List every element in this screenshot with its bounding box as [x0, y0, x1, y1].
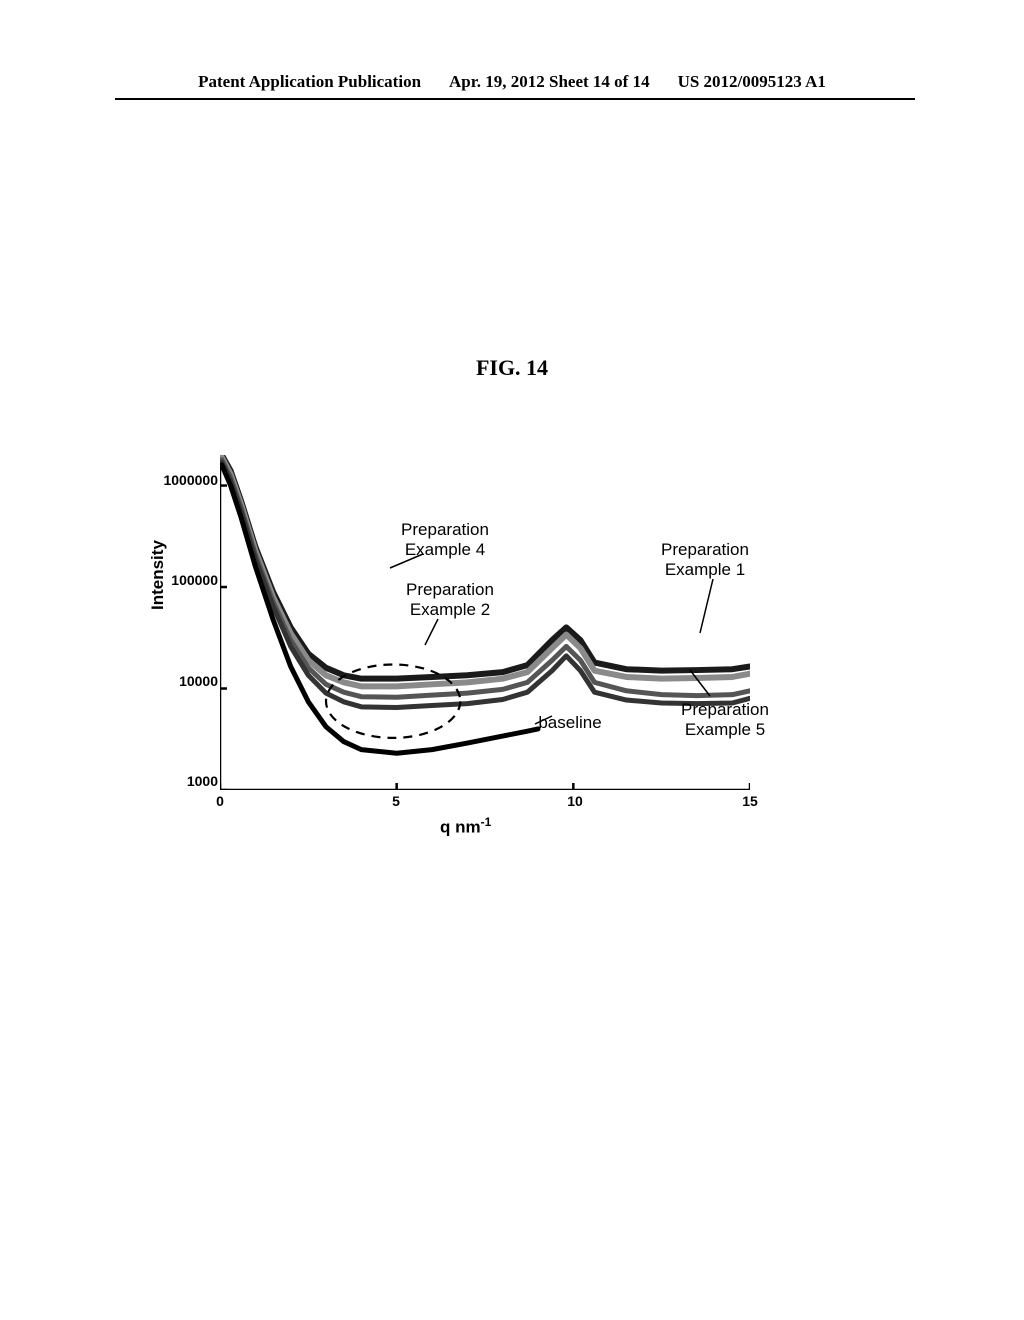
- figure-title: FIG. 14: [0, 355, 1024, 381]
- xtick-2: 10: [565, 793, 585, 809]
- header-left: Patent Application Publication: [198, 72, 421, 92]
- ytick-0: 1000: [187, 773, 218, 789]
- xtick-1: 5: [390, 793, 402, 809]
- ytick-2: 100000: [171, 572, 218, 588]
- x-axis-label-text: q nm: [440, 818, 481, 837]
- chart-svg: [220, 455, 750, 790]
- y-axis-label: Intensity: [148, 540, 168, 610]
- xtick-3: 15: [740, 793, 760, 809]
- header-divider: [115, 98, 915, 100]
- annotation-1: PreparationExample 2: [406, 580, 494, 619]
- xtick-0: 0: [214, 793, 226, 809]
- annotation-3: PreparationExample 5: [681, 700, 769, 739]
- chart-container: Intensity q nm-1 1000 10000 100000 10000…: [140, 445, 780, 855]
- annotation-2: PreparationExample 1: [661, 540, 749, 579]
- annotation-0: PreparationExample 4: [401, 520, 489, 559]
- header-right: US 2012/0095123 A1: [678, 72, 826, 92]
- annotation-4: baseline: [538, 713, 601, 733]
- patent-header: Patent Application Publication Apr. 19, …: [0, 72, 1024, 92]
- ytick-1: 10000: [179, 673, 218, 689]
- header-center: Apr. 19, 2012 Sheet 14 of 14: [449, 72, 650, 92]
- ytick-3: 1000000: [163, 472, 218, 488]
- x-axis-label-sup: -1: [481, 815, 492, 829]
- x-axis-label: q nm-1: [440, 815, 491, 838]
